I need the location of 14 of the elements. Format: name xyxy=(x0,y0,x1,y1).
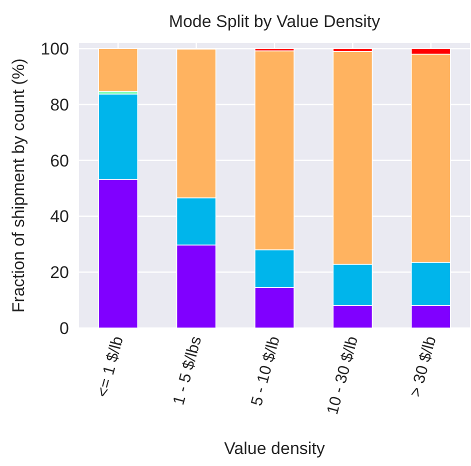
y-axis-title: Fraction of shipment by count (%) xyxy=(9,58,28,313)
y-tick-label: 100 xyxy=(40,40,69,59)
x-tick-label: 5 - 10 $/lb xyxy=(248,334,284,408)
y-tick-label: 40 xyxy=(50,207,69,226)
chart-title: Mode Split by Value Density xyxy=(168,12,381,31)
y-tick-label: 0 xyxy=(60,318,69,338)
x-axis-title: Value density xyxy=(224,439,326,458)
x-tick-label: 1 - 5 $/lbs xyxy=(170,334,206,407)
y-tick-label: 80 xyxy=(50,95,69,114)
x-tick-label: 10 - 30 $/lb xyxy=(324,334,362,416)
x-tick-label: <= 1 $/lb xyxy=(94,334,127,400)
x-tick-label: > 30 $/lb xyxy=(407,334,440,399)
y-tick-label: 60 xyxy=(50,151,69,170)
y-tick-label: 20 xyxy=(50,263,69,282)
